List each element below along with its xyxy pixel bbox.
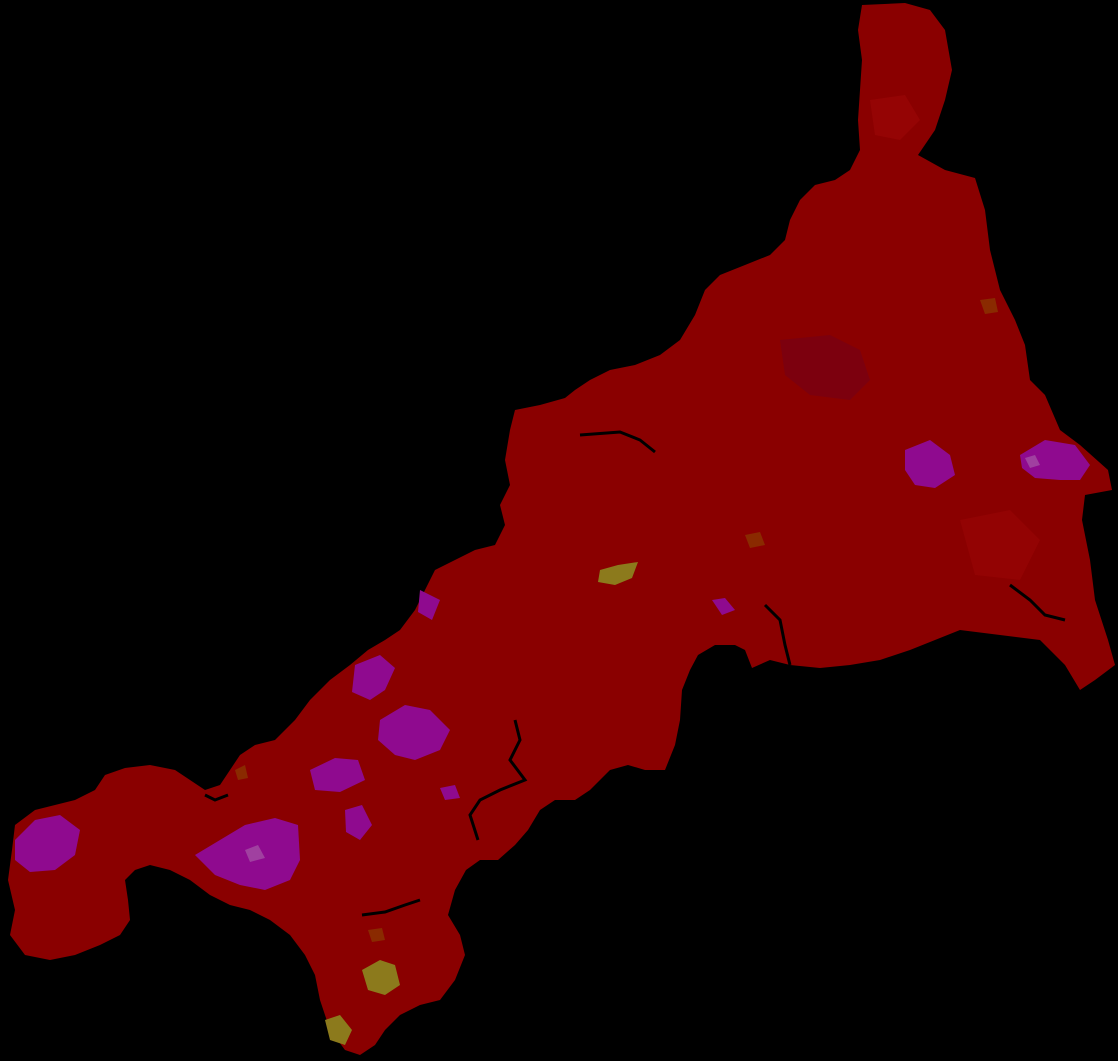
- purple-zone: [712, 598, 735, 615]
- light-purple-zone: [1025, 455, 1040, 468]
- olive-zone: [362, 960, 400, 995]
- purple-zone: [1020, 440, 1090, 480]
- brown-zone: [368, 928, 385, 942]
- estuary-channel: [763, 603, 792, 666]
- brown-zone: [235, 765, 248, 780]
- estuary-channel: [468, 719, 528, 841]
- east-shade-zone: [960, 510, 1040, 580]
- brown-zone: [745, 532, 765, 548]
- landmass-region: [8, 3, 1115, 1055]
- brown-zone: [980, 298, 998, 314]
- estuary-channel: [204, 793, 229, 802]
- olive-zone: [598, 562, 638, 585]
- purple-zone: [352, 655, 395, 700]
- purple-zone: [418, 590, 440, 620]
- purple-zone: [440, 785, 460, 800]
- purple-zone: [905, 440, 955, 488]
- estuary-channel: [1009, 583, 1066, 622]
- central-dark-zone: [780, 335, 870, 400]
- estuary-channel: [579, 430, 656, 454]
- olive-zone: [325, 1015, 352, 1045]
- purple-zone: [15, 815, 80, 872]
- purple-zone: [345, 805, 372, 840]
- light-purple-zone: [245, 845, 265, 862]
- estuary-channel: [361, 898, 421, 917]
- north-shade-zone: [870, 95, 920, 140]
- purple-zone: [378, 705, 450, 760]
- purple-zone: [310, 758, 365, 792]
